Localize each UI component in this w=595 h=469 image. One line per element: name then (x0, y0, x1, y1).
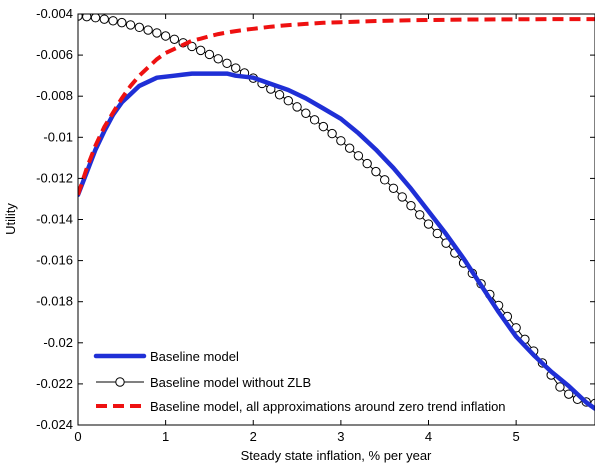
series-point (564, 389, 574, 399)
x-tick-label: 3 (337, 429, 344, 444)
series-point (423, 219, 434, 229)
x-tick-label: 4 (425, 429, 432, 444)
series-point (379, 175, 390, 185)
x-axis-title: Steady state inflation, % per year (241, 448, 432, 463)
series-point (371, 166, 381, 177)
x-tick-label: 0 (74, 429, 81, 444)
series-point (397, 192, 407, 202)
legend-label-2: Baseline model without ZLB (150, 375, 311, 390)
y-tick-label: -0.01 (43, 129, 73, 144)
y-tick-label: -0.014 (36, 212, 73, 227)
series-point (318, 121, 329, 132)
x-tick-label: 2 (250, 429, 257, 444)
series-point (152, 28, 162, 38)
y-tick-label: -0.008 (36, 88, 73, 103)
y-tick-label: -0.022 (36, 376, 73, 391)
series-point (125, 20, 136, 30)
y-tick-label: -0.02 (43, 335, 73, 350)
y-axis-title: Utility (3, 203, 18, 235)
legend-label-1: Baseline model (150, 349, 239, 364)
series-point (301, 108, 311, 118)
series-point (283, 96, 294, 106)
y-tick-label: -0.016 (36, 253, 73, 268)
series-point (309, 115, 320, 125)
series-point (336, 136, 346, 146)
series-point (169, 34, 180, 44)
series-line-1 (78, 71, 595, 411)
series-point (90, 14, 101, 23)
series-point (222, 58, 232, 69)
series-point (327, 128, 337, 139)
series-point (555, 382, 565, 392)
series-point (117, 17, 127, 28)
series-point (187, 41, 197, 52)
series-point (344, 143, 355, 153)
series-point (406, 201, 416, 211)
legend-label-3: Baseline model, all approximations aroun… (150, 399, 506, 414)
series-point (432, 228, 442, 239)
plot-area (78, 14, 595, 425)
series-point (213, 54, 223, 64)
series-point (160, 31, 171, 41)
y-tick-label: -0.006 (36, 47, 73, 62)
series-point (143, 25, 153, 35)
series-point (134, 22, 145, 33)
y-tick-label: -0.018 (36, 294, 73, 309)
y-tick-label: -0.012 (36, 170, 73, 185)
series-point (362, 158, 372, 169)
series-point (388, 183, 399, 193)
series-point (99, 14, 109, 24)
series-point (108, 16, 118, 26)
x-tick-label: 1 (162, 429, 169, 444)
series-point (195, 45, 206, 56)
series-point (353, 151, 364, 161)
series-point (292, 102, 302, 112)
y-tick-label: -0.004 (36, 6, 73, 21)
legend-marker (115, 377, 125, 387)
x-tick-label: 5 (513, 429, 520, 444)
series-point (204, 49, 215, 60)
y-tick-label: -0.024 (36, 417, 73, 432)
series-point (274, 90, 285, 100)
series-point (415, 210, 425, 220)
legend: Baseline model Baseline model without ZLB… (93, 349, 506, 414)
series-point (231, 63, 241, 73)
